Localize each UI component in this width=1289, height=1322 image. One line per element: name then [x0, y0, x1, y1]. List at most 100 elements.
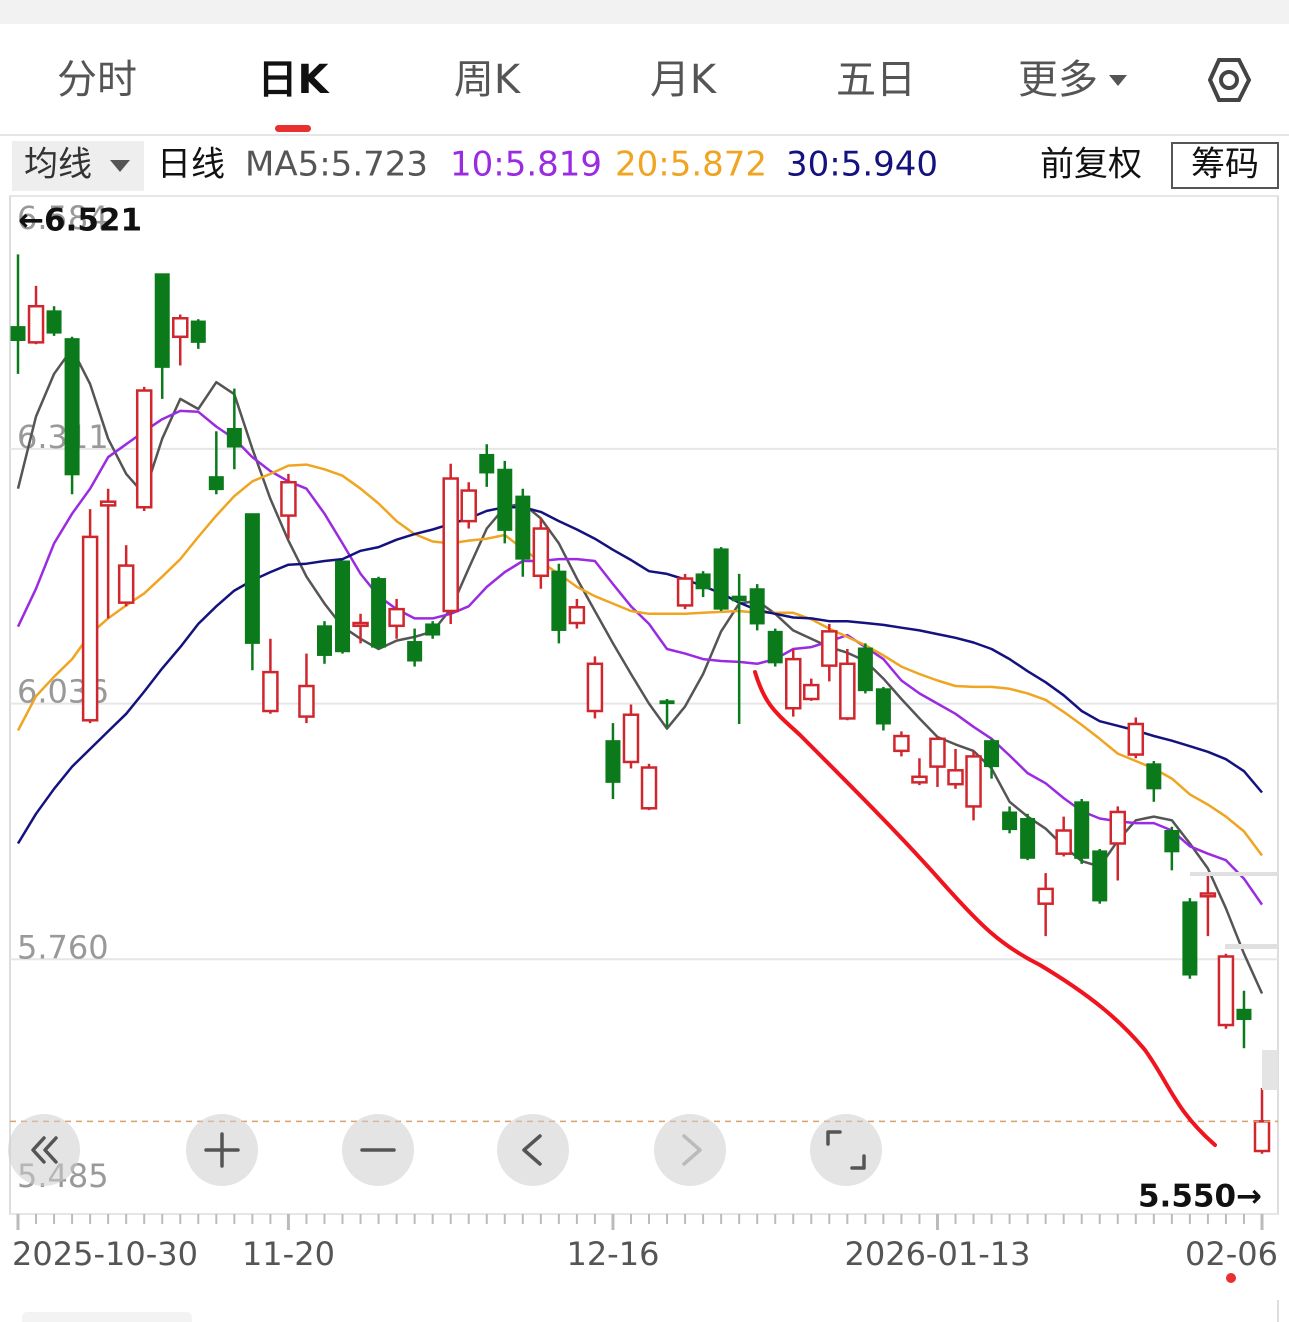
candle-body — [713, 548, 729, 610]
x-tick-label: 12-16 — [566, 1235, 659, 1273]
candle-body — [965, 755, 982, 808]
candle-body — [821, 630, 838, 667]
candle-body — [640, 766, 658, 810]
settings-dot — [1219, 70, 1239, 90]
candle-body — [1074, 801, 1090, 859]
legend-row: 均线 日线 MA5:5.723 10:5.819 20:5.872 30:5.940 … — [12, 141, 1279, 191]
candle-body — [1037, 887, 1054, 905]
candle-body — [1055, 829, 1072, 855]
x-tick-label: 2026-01-13 — [844, 1235, 1030, 1273]
candle-body — [1146, 763, 1162, 790]
candle-body — [947, 769, 964, 786]
ma-line — [16, 347, 1264, 995]
legend-entry: 10:5.819 — [450, 145, 602, 185]
candle-body — [371, 578, 387, 648]
drawn-trend — [753, 670, 1217, 1147]
ma-line — [16, 463, 1264, 857]
bottom-tab — [22, 1312, 192, 1322]
candle-body — [425, 623, 441, 636]
dropdown-arrow — [110, 160, 130, 172]
overlay-bar — [1262, 1050, 1278, 1090]
overlay-bar — [1190, 872, 1278, 876]
nav-buttons — [8, 1114, 882, 1186]
nav-fullscreen[interactable] — [810, 1114, 882, 1186]
tab[interactable]: 五日 — [836, 57, 916, 103]
candle-body — [1002, 811, 1018, 831]
candle-body — [1217, 955, 1235, 1027]
candle-body — [622, 713, 640, 764]
candle-body — [442, 477, 459, 613]
y-tick-label: 6.584 — [17, 199, 109, 237]
candle-body — [316, 625, 332, 656]
candle-body — [784, 657, 802, 710]
candle-body — [532, 527, 550, 578]
candle-body — [515, 495, 531, 560]
candle-body — [280, 480, 297, 517]
candle-body — [1109, 810, 1127, 845]
candle-body — [875, 688, 891, 725]
legend-entry: 20:5.872 — [615, 145, 767, 185]
candle-body — [1092, 850, 1108, 902]
dropdown-arrow — [1109, 75, 1127, 86]
min-price-label: 5.550→ — [1138, 1179, 1262, 1215]
live-dot — [1226, 1273, 1236, 1283]
candle-body — [388, 607, 405, 628]
candle-body — [551, 570, 567, 631]
candle-body — [135, 389, 153, 509]
chips-label: 筹码 — [1191, 145, 1259, 185]
chips-button[interactable] — [1171, 142, 1279, 189]
candle-body — [984, 740, 1000, 768]
tab[interactable]: 分时 — [57, 57, 137, 103]
candle-body — [262, 670, 279, 713]
adjust-label[interactable]: 前复权 — [1040, 145, 1142, 185]
candle-body — [767, 630, 783, 664]
candle-body — [460, 489, 477, 523]
icon-rewind — [31, 1136, 58, 1164]
nav-left[interactable] — [497, 1114, 569, 1186]
candle-body — [605, 740, 621, 783]
ma-line — [16, 409, 1264, 906]
candle-body — [839, 662, 856, 720]
candle-body — [695, 573, 711, 590]
candle-body — [1199, 892, 1217, 898]
candle-body — [190, 320, 206, 343]
candle-body — [208, 476, 224, 491]
x-tick-label: 11-20 — [242, 1235, 335, 1273]
legend-entry: MA5:5.723 — [245, 145, 428, 185]
candle-body — [893, 734, 910, 753]
candle-body — [568, 606, 586, 625]
candle-body — [1236, 1008, 1252, 1020]
candle-body — [911, 775, 928, 784]
candle-body — [226, 428, 242, 448]
candle-body — [99, 500, 117, 507]
candle-body — [335, 560, 351, 653]
candle-body — [154, 273, 170, 368]
ma-line — [16, 505, 1263, 845]
tab[interactable]: 更多 — [1018, 57, 1098, 103]
candle-body — [586, 662, 604, 713]
candle-body — [298, 684, 315, 718]
tab[interactable]: 周K — [454, 57, 522, 103]
tab-underline — [275, 125, 311, 132]
candle-body — [244, 513, 260, 644]
plot-frame — [9, 195, 1279, 1215]
icon-fullscreen — [826, 1130, 866, 1170]
settings-icon[interactable] — [1207, 58, 1252, 102]
y-tick-label: 5.760 — [17, 928, 109, 966]
icon-left — [522, 1134, 542, 1166]
tab[interactable]: 月K — [650, 57, 718, 103]
candle-body — [479, 453, 495, 474]
candle-body — [731, 595, 747, 602]
candle-body — [352, 621, 369, 628]
icon-plus — [204, 1132, 240, 1168]
nav-right[interactable] — [654, 1114, 726, 1186]
candle-body — [676, 577, 694, 607]
candle-body — [117, 564, 135, 604]
x-tick-label: 02-06 — [1185, 1235, 1278, 1273]
legend-entry: 30:5.940 — [786, 145, 938, 185]
candle-body — [27, 304, 45, 344]
tab-active[interactable]: 日K — [258, 57, 331, 103]
candle-body — [10, 326, 26, 342]
status-strip — [0, 0, 1289, 24]
